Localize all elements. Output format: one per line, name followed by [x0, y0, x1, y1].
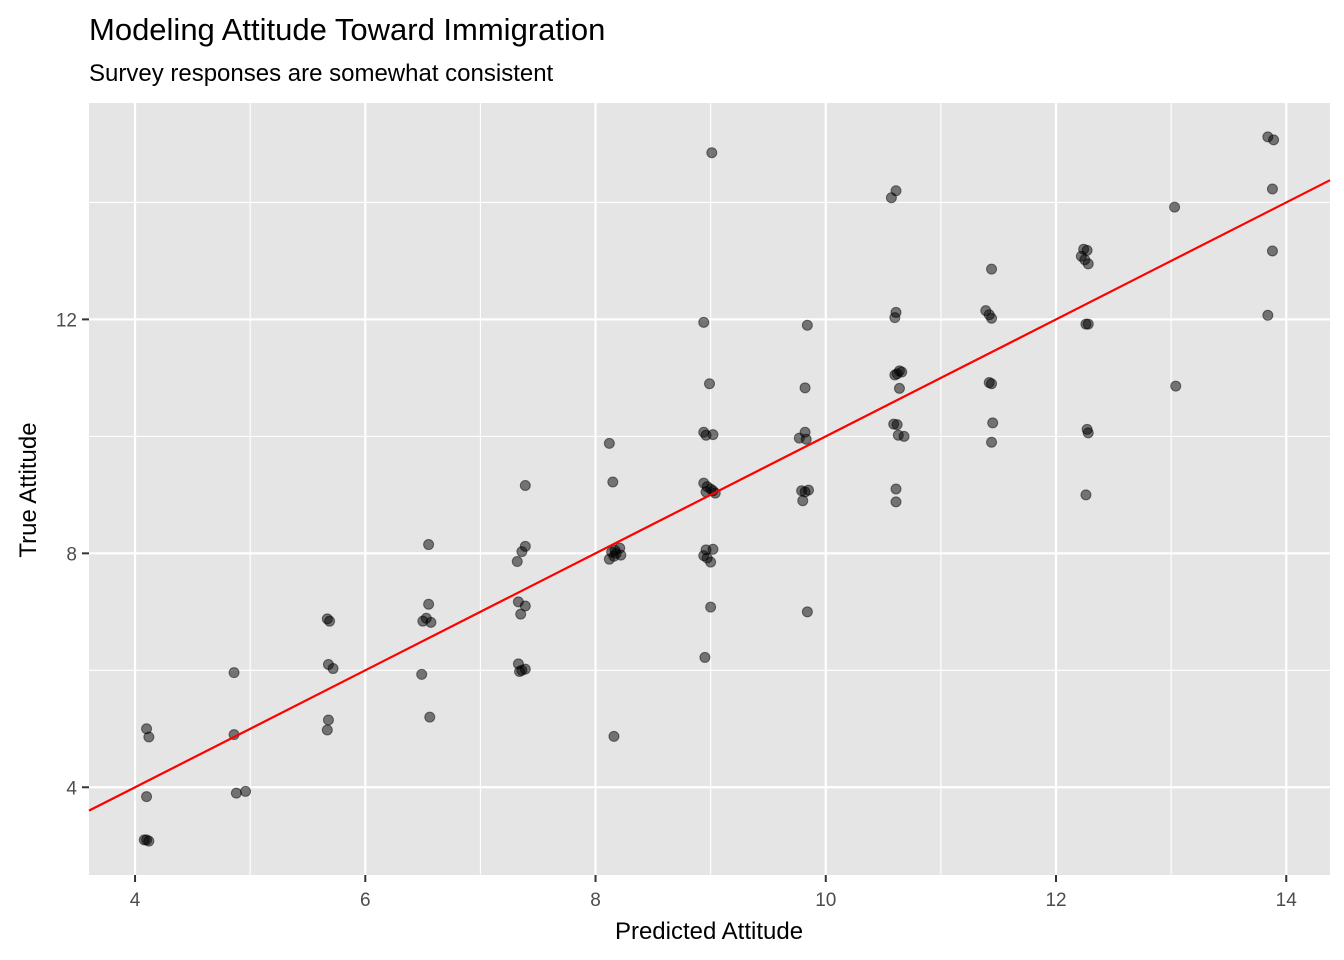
- data-point: [707, 543, 719, 555]
- data-point: [698, 316, 710, 328]
- y-tick-label: 4: [66, 778, 77, 799]
- fit-line: [88, 179, 1331, 812]
- data-point: [424, 711, 436, 723]
- data-point: [803, 484, 815, 496]
- data-point: [514, 665, 526, 677]
- data-point: [1082, 427, 1094, 439]
- data-point: [890, 496, 902, 508]
- data-point: [324, 615, 336, 627]
- data-point: [416, 668, 428, 680]
- data-point: [1082, 258, 1094, 270]
- data-points: [138, 131, 1280, 847]
- data-point: [891, 419, 903, 431]
- data-point: [143, 731, 155, 743]
- data-point: [1268, 134, 1280, 146]
- data-point: [228, 667, 240, 679]
- data-point: [1266, 183, 1278, 195]
- data-point: [607, 476, 619, 488]
- data-point: [706, 147, 718, 159]
- data-point: [799, 382, 811, 394]
- x-tick-label: 14: [1276, 890, 1298, 911]
- data-point: [603, 553, 615, 565]
- data-point: [516, 546, 528, 558]
- data-point: [321, 724, 333, 736]
- data-point: [707, 429, 719, 441]
- data-point: [1170, 380, 1182, 392]
- data-point: [890, 483, 902, 495]
- data-point: [423, 539, 435, 551]
- data-point: [1082, 318, 1094, 330]
- y-axis-title: True Attitude: [15, 422, 42, 557]
- data-point: [1169, 201, 1181, 213]
- x-axis-title: Predicted Attitude: [615, 918, 803, 945]
- data-point: [705, 601, 717, 613]
- data-point: [1262, 309, 1274, 321]
- x-axis: 4 6 8 10 12 14: [130, 875, 1297, 911]
- x-tick-label: 8: [590, 890, 601, 911]
- data-point: [603, 437, 615, 449]
- data-point: [986, 263, 998, 275]
- data-point: [986, 312, 998, 324]
- data-point: [141, 791, 153, 803]
- data-point: [240, 785, 252, 797]
- data-point: [986, 378, 998, 390]
- x-tick-label: 10: [815, 890, 836, 911]
- data-point: [893, 382, 905, 394]
- data-point: [515, 608, 527, 620]
- x-tick-label: 12: [1045, 890, 1066, 911]
- data-point: [898, 430, 910, 442]
- data-point: [704, 378, 715, 390]
- data-point: [986, 436, 998, 448]
- data-point: [322, 714, 334, 726]
- data-point: [511, 556, 523, 568]
- data-point: [705, 556, 717, 568]
- data-point: [230, 787, 242, 799]
- data-point: [801, 606, 813, 618]
- data-point: [889, 312, 901, 324]
- data-point: [327, 663, 339, 675]
- y-tick-label: 12: [56, 310, 77, 331]
- data-point: [1080, 489, 1092, 501]
- data-point: [987, 417, 999, 429]
- x-tick-label: 4: [130, 890, 141, 911]
- data-point: [800, 433, 812, 445]
- chart-title: Modeling Attitude Toward Immigration: [89, 12, 605, 47]
- data-point: [519, 479, 531, 491]
- data-point: [423, 598, 435, 610]
- chart-subtitle: Survey responses are somewhat consistent: [89, 60, 554, 87]
- data-point: [889, 369, 901, 381]
- data-point: [699, 651, 711, 663]
- data-point: [608, 730, 620, 742]
- data-point: [801, 319, 813, 331]
- data-point: [797, 495, 809, 507]
- data-point: [143, 835, 155, 847]
- y-tick-label: 8: [66, 544, 77, 565]
- x-tick-label: 6: [360, 890, 371, 911]
- data-point: [1266, 245, 1278, 257]
- data-point: [519, 600, 531, 612]
- data-point: [425, 616, 437, 628]
- data-point: [885, 192, 897, 204]
- y-axis: 4 8 12: [56, 310, 89, 799]
